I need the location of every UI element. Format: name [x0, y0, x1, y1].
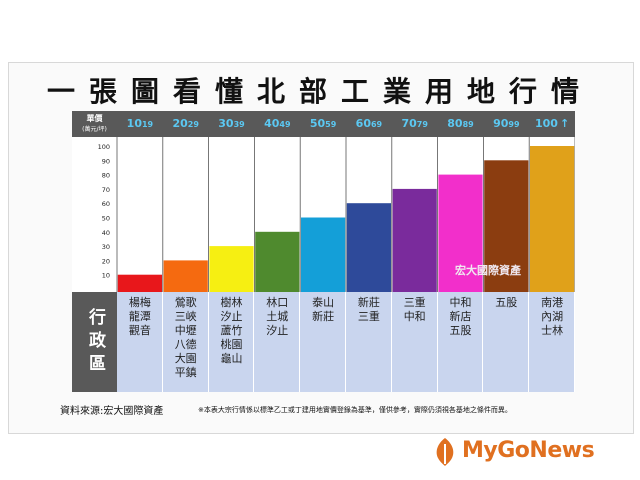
price-header-bar [72, 111, 575, 137]
y-tick-label: 10 [102, 272, 110, 280]
bar-20~29 [163, 260, 208, 292]
mygonews-logo-icon [436, 438, 454, 466]
bar-70~79 [392, 188, 437, 292]
price-unit: (萬元/坪) [82, 126, 107, 133]
y-tick-label: 50 [102, 215, 110, 223]
watermark: 宏大國際資產 [455, 264, 521, 277]
bar-80~89 [438, 174, 483, 292]
page-title: 一張圖看懂北部工業用地行情 [46, 75, 593, 108]
logo-text: MyGoNews [462, 438, 595, 463]
district-names: 泰山 新莊 [312, 296, 335, 323]
y-tick-label: 70 [102, 186, 110, 194]
district-cell [117, 292, 163, 392]
price-range-to: 59 [325, 120, 337, 129]
district-names: 新莊 三重 [357, 296, 380, 323]
price-range-to: 19 [141, 120, 154, 129]
price-range-to: 99 [508, 120, 520, 129]
district-cell [254, 292, 301, 392]
district-names: 五股 [495, 296, 518, 309]
price-label: 單價 [86, 114, 103, 123]
price-range-from: 10 [126, 117, 142, 130]
y-tick-label: 30 [102, 243, 110, 251]
price-range-5: 6069 [346, 111, 392, 137]
bar-90~99 [484, 160, 529, 292]
price-range-from: 40 [264, 117, 280, 130]
district-cell [437, 292, 484, 392]
price-range-8: 9099 [483, 111, 529, 137]
bar-10~19 [117, 274, 162, 292]
price-range-from: 100 [534, 117, 558, 130]
district-cell [391, 292, 438, 392]
district-names: 鶯歌 三峽 中壢 八德 大園 平鎮 [174, 296, 197, 379]
district-cell [346, 292, 392, 392]
y-tick-label: 60 [102, 200, 110, 208]
bar-50~59 [301, 217, 346, 292]
price-range-3: 4049 [254, 111, 300, 137]
data-source: 資料來源:宏大國際資產 [60, 406, 164, 417]
price-range-7: 8089 [438, 111, 484, 137]
district-names: 樹林 汐止 蘆竹 桃園 龜山 [220, 296, 243, 365]
district-cell [529, 292, 575, 392]
price-range-from: 90 [493, 117, 509, 130]
district-cell [300, 292, 346, 392]
price-range-to: 89 [462, 120, 474, 129]
y-tick-label: 40 [102, 229, 110, 237]
price-range-6: 7079 [392, 111, 438, 137]
price-range-to: 79 [416, 120, 428, 129]
district-axis-header: 行政區 [72, 292, 117, 392]
price-range-from: 80 [447, 117, 463, 130]
footnote: ※本表大宗行情係以標準乙工或丁建用地實價登錄為基準，僅供參考，實際仍須視各基地之… [198, 406, 512, 414]
price-range-from: 50 [309, 117, 326, 130]
y-tick-label: 100 [98, 143, 110, 151]
price-range-from: 70 [401, 117, 417, 130]
y-tick-label: 80 [102, 172, 110, 180]
bar-chart: 10 20 30 40 50 60 70 80 90 100 [72, 137, 575, 292]
bar-30~39 [209, 246, 254, 292]
price-range-0: 1019 [117, 111, 163, 137]
price-range-to: 39 [233, 120, 245, 129]
district-names: 林口 土城 汐止 [266, 296, 289, 337]
price-range-2: 3039 [209, 111, 255, 137]
district-names: 南港 內湖 士林 [541, 296, 564, 337]
district-names: 楊梅 龍潭 觀音 [128, 296, 151, 337]
price-range-to: ↑ [559, 117, 570, 130]
price-range-from: 20 [172, 117, 188, 130]
price-range-to: 49 [279, 120, 291, 129]
price-header-label: 單價 (萬元/坪) [72, 111, 117, 137]
district-cell [483, 292, 530, 392]
price-range-1: 2029 [163, 111, 209, 137]
district-names: 中和 新店 五股 [449, 296, 472, 337]
bar-60~69 [346, 203, 391, 292]
price-range-to: 69 [370, 120, 383, 129]
district-cell [162, 292, 209, 392]
bar-40~49 [255, 231, 300, 292]
y-tick-label: 20 [102, 257, 110, 265]
district-names: 三重 中和 [403, 296, 426, 323]
price-range-from: 60 [355, 117, 371, 130]
price-range-from: 30 [218, 117, 234, 130]
bar-100↑ [530, 146, 575, 292]
price-range-to: 29 [187, 120, 199, 129]
district-cell [208, 292, 255, 392]
price-range-4: 5059 [300, 111, 346, 137]
y-tick-label: 90 [102, 157, 110, 165]
price-range-9: 100 ↑ [529, 111, 575, 137]
